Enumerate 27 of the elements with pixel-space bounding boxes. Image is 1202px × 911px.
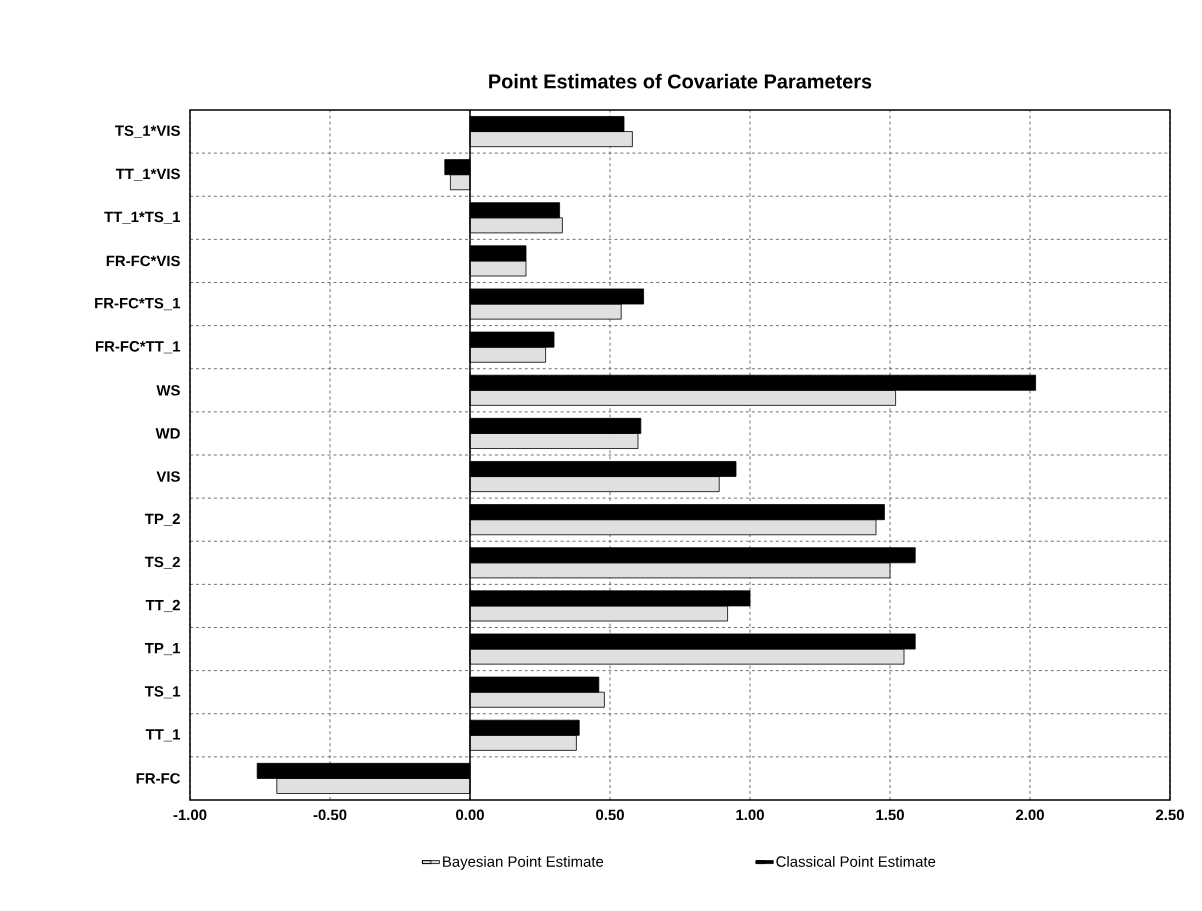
y-tick-label: FR-FC: [136, 773, 181, 784]
y-tick-label: TS_2: [144, 556, 180, 569]
y-tick-label: TS_1: [144, 686, 181, 699]
y-tick-label: FR-FC*TT_1: [95, 341, 181, 354]
x-tick-label: 0.00: [456, 809, 484, 821]
x-tick-label: 0.50: [596, 809, 624, 821]
y-tick-label: VIS: [156, 471, 180, 482]
y-tick-label: TP_2: [144, 513, 180, 526]
y-tick-label: TP_1: [144, 643, 181, 656]
y-tick-label: FR-FC*VIS: [106, 255, 180, 267]
legend-label: Bayesian Point Estimate: [443, 855, 604, 870]
y-tick-label: WD: [155, 428, 180, 439]
x-tick-label: 2.50: [1155, 809, 1184, 821]
y-tick-label: WS: [156, 385, 180, 396]
x-tick-label: 2.00: [1015, 809, 1044, 821]
x-tick-label: 1.00: [736, 809, 764, 821]
y-tick-label: FR-FC*TS_1: [95, 297, 181, 311]
x-tick-label: -0.50: [313, 809, 347, 821]
legend-label: Classical Point Estimate: [776, 855, 936, 867]
chart-title: Point Estimates of Covariate Parameters: [489, 73, 872, 89]
y-tick-label: TS_1*VIS: [115, 125, 180, 138]
x-tick-label: -1.00: [173, 809, 207, 821]
y-tick-label: TT_2: [145, 599, 180, 613]
x-tick-label: 1.50: [876, 809, 904, 821]
y-tick-label: TT_1*TS_1: [104, 211, 181, 224]
y-tick-label: TT_1*VIS: [115, 168, 180, 181]
y-tick-label: TT_1: [145, 729, 181, 742]
